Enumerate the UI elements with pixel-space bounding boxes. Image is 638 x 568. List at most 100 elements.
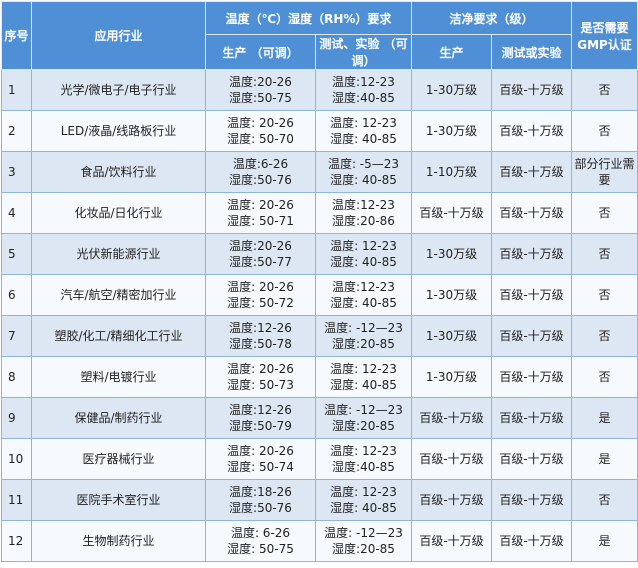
header-cell: 生产	[411, 34, 492, 70]
table-cell: 4	[1, 192, 32, 234]
cell-line: 湿度:50-75	[229, 91, 292, 105]
table-cell: 否	[571, 192, 638, 234]
table-cell: 部分行业需要	[571, 151, 638, 193]
cell-line: 温度: -12—23	[324, 321, 403, 335]
table-row: 3 食品/饮料行业 温度:6-26 湿度:50-76 温度: -5—23 湿度: 40-8…	[1, 151, 638, 193]
cell-line: 湿度:40-85	[332, 91, 395, 105]
cell-line: 湿度:20-86	[332, 214, 395, 228]
table-cell: 温度:12-26 湿度:50-78	[205, 315, 316, 357]
header-cell: 温度（℃）湿度（RH%）要求	[205, 1, 412, 35]
table-cell: 1-30万级	[411, 356, 492, 398]
cell-line: 湿度: 50-73	[227, 378, 294, 392]
header-cell: 洁净要求（级）	[410, 1, 573, 35]
cell-line: 温度:18-26	[229, 485, 292, 499]
table-cell: 是	[571, 438, 638, 480]
table-row: 1 光学/微电子/电子行业 温度:20-26 湿度:50-75 温度:12-23 湿度:4…	[1, 69, 638, 111]
table-cell: 温度:12-26 湿度:50-79	[205, 397, 316, 439]
cell-line: 湿度:50-76	[229, 173, 292, 187]
cell-line: 湿度:20-85	[332, 337, 395, 351]
table-cell: 8	[1, 356, 32, 398]
cell-line: 温度: 20-26	[227, 280, 294, 294]
table-cell: 百级-十万级	[411, 192, 492, 234]
table-cell: 百级-十万级	[490, 356, 573, 398]
header-cell: 测试或实验	[490, 34, 573, 70]
table-cell: 温度: 12-23 湿度:40-85	[315, 438, 412, 480]
cell-line: 温度:20-26	[229, 75, 292, 89]
table-cell: 12	[1, 520, 32, 562]
table-cell: 食品/饮料行业	[31, 151, 206, 193]
cell-line: 温度: 12-23	[330, 444, 397, 458]
table-cell: 百级-十万级	[490, 315, 573, 357]
cell-line: 温度: 6-26	[230, 526, 291, 540]
table-cell: 否	[571, 274, 638, 316]
cell-line: 湿度:50-77	[229, 255, 292, 269]
table-cell: 温度: -5—23 湿度: 40-85	[315, 151, 412, 193]
cell-line: 湿度: 50-74	[227, 460, 294, 474]
table-cell: 汽车/航空/精密加行业	[31, 274, 206, 316]
header-cell: 是否需要GMP认证	[571, 1, 638, 70]
table-cell: 1-30万级	[411, 110, 492, 152]
table-row: 6 汽车/航空/精密加行业 温度: 20-26 湿度: 50-72 温度:12-23 湿度…	[1, 274, 638, 316]
table-row: 5 光伏新能源行业 温度:20-26 湿度:50-77 温度: 12-23 湿度: 40-…	[1, 233, 638, 275]
table-cell: 百级-十万级	[411, 438, 492, 480]
table-cell: 否	[571, 110, 638, 152]
table-cell: 塑胶/化工/精细化工行业	[31, 315, 206, 357]
table-row: 12 生物制药行业 温度: 6-26 湿度: 50-75 温度: -12—23 湿度:20…	[1, 520, 638, 562]
header-cell: 测试、实验 （可调）	[315, 34, 412, 70]
table-row: 4 化妆品/日化行业 温度: 20-26 湿度: 50-71 温度:12-23 湿度:20…	[1, 192, 638, 234]
cell-line: 温度:12-26	[229, 321, 292, 335]
table-cell: 是	[571, 397, 638, 439]
table-cell: 医院手术室行业	[31, 479, 206, 521]
header-cell: 应用行业	[31, 1, 206, 70]
table-cell: 否	[571, 315, 638, 357]
cell-line: 湿度:50-78	[229, 337, 292, 351]
table-row: 11 医院手术室行业 温度:18-26 湿度:50-76 温度: 12-23 湿度: 40…	[1, 479, 638, 521]
table-cell: 百级-十万级	[490, 274, 573, 316]
table-cell: 百级-十万级	[490, 397, 573, 439]
table-cell: 化妆品/日化行业	[31, 192, 206, 234]
table-cell: 医疗器械行业	[31, 438, 206, 480]
table-cell: 塑料/电镀行业	[31, 356, 206, 398]
cell-line: 湿度:20-85	[332, 542, 395, 556]
table-cell: 7	[1, 315, 32, 357]
cell-line: 湿度: 50-70	[227, 132, 294, 146]
cell-line: 湿度: 40-85	[330, 255, 397, 269]
table-cell: 温度:6-26 湿度:50-76	[205, 151, 316, 193]
table-cell: 百级-十万级	[490, 192, 573, 234]
cell-line: 湿度:50-79	[229, 419, 292, 433]
cell-line: 湿度: 50-72	[227, 296, 294, 310]
table-cell: 11	[1, 479, 32, 521]
table-cell: LED/液晶/线路板行业	[31, 110, 206, 152]
cell-line: 湿度: 50-75	[227, 542, 294, 556]
table-cell: 2	[1, 110, 32, 152]
table-cell: 温度: 20-26 湿度: 50-72	[205, 274, 316, 316]
table-cell: 温度: -12—23 湿度:20-85	[315, 520, 412, 562]
cell-line: 温度: -5—23	[327, 157, 400, 171]
table-cell: 否	[571, 233, 638, 275]
table-row: 9 保健品/制药行业 温度:12-26 湿度:50-79 温度: -12—23 湿度:20…	[1, 397, 638, 439]
table-cell: 百级-十万级	[411, 479, 492, 521]
table-body: 1 光学/微电子/电子行业 温度:20-26 湿度:50-75 温度:12-23 湿度:4…	[1, 69, 638, 562]
table-cell: 否	[571, 479, 638, 521]
cell-line: 温度: -12—23	[324, 526, 403, 540]
table-cell: 生物制药行业	[31, 520, 206, 562]
table-cell: 百级-十万级	[490, 110, 573, 152]
table-cell: 温度: 12-23 湿度: 40-85	[315, 233, 412, 275]
table-cell: 百级-十万级	[411, 397, 492, 439]
table-cell: 百级-十万级	[490, 520, 573, 562]
table-cell: 温度: 6-26 湿度: 50-75	[205, 520, 316, 562]
header-cell: 序号	[1, 1, 32, 70]
cell-line: 湿度: 50-71	[227, 214, 294, 228]
table-cell: 1-10万级	[411, 151, 492, 193]
table-cell: 百级-十万级	[490, 151, 573, 193]
table-cell: 1-30万级	[411, 233, 492, 275]
table-row: 8 塑料/电镀行业 温度: 20-26 湿度: 50-73 温度: 12-23 湿度: 4…	[1, 356, 638, 398]
cell-line: 湿度: 40-85	[330, 501, 397, 515]
cell-line: 湿度: 40-85	[330, 132, 397, 146]
table-cell: 温度: 12-23 湿度: 40-85	[315, 356, 412, 398]
table-cell: 温度: 20-26 湿度: 50-71	[205, 192, 316, 234]
cell-line: 温度: 20-26	[227, 362, 294, 376]
table-cell: 温度:18-26 湿度:50-76	[205, 479, 316, 521]
cell-line: 温度: 12-23	[330, 362, 397, 376]
